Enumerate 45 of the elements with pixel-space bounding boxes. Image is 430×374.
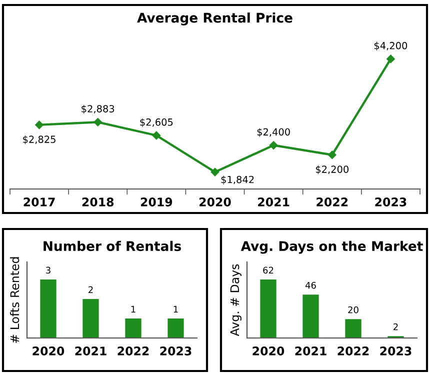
data-label: $2,400 [257,128,290,137]
data-label: $4,200 [374,42,408,51]
bar [345,319,362,338]
point [328,150,336,160]
x-tick-label: 2023 [380,346,412,356]
data-label: 1 [174,306,178,312]
bar [302,294,319,338]
data-label: 62 [263,266,274,274]
x-tick-label: 2022 [338,346,369,356]
point [269,141,278,150]
point [152,131,161,140]
x-tick-label: 2020 [252,346,284,356]
x-tick-label: 2021 [295,346,326,356]
x-tick-label: 2018 [82,198,114,206]
point [94,118,102,126]
x-tick-label: 2022 [118,346,149,356]
y-axis-title: # Lofts Rented [10,257,20,343]
x-tick-label: 2022 [316,198,348,206]
x-tick-label: 2021 [258,198,290,206]
data-label: 3 [46,266,50,274]
x-tick-label: 2020 [200,198,231,206]
x-tick-label: 2023 [375,198,406,206]
data-label: 2 [88,286,93,293]
x-tick-label: 2023 [160,346,192,356]
chart-title: Number of Rentals [44,240,181,252]
y-axis-title: Avg. # Days [230,264,242,336]
x-tick-label: 2017 [24,198,55,206]
data-label: $2,883 [82,104,114,114]
data-label: $2,200 [316,165,349,174]
x-tick-label: 2021 [75,346,106,356]
x-tick-label: 2019 [140,198,172,206]
point [35,120,44,130]
data-label: 20 [348,306,358,314]
chart-title: Avg. Days on the Market [240,240,423,254]
chart-title: Average Rental Price [137,12,292,26]
data-label: $1,842 [221,176,254,184]
data-label: 46 [305,282,316,289]
data-label: $2,825 [23,135,56,144]
data-label: 2 [394,323,398,330]
data-label: $2,605 [140,118,173,128]
data-label: 1 [131,306,136,312]
point [210,168,220,176]
bar [260,280,276,338]
x-tick-label: 2020 [32,346,64,356]
point [386,54,395,64]
